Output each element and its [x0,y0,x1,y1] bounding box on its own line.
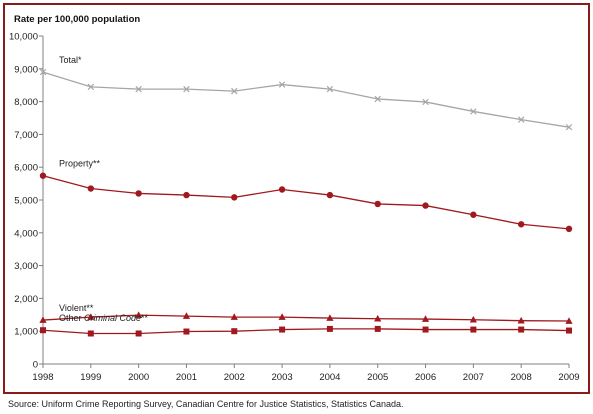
series-line [42,314,570,322]
data-point [183,191,190,199]
data-point [231,328,238,335]
series-label: Total* [59,55,82,65]
data-point [230,313,238,320]
data-point [326,191,334,199]
data-point [565,123,573,131]
data-point [422,98,429,106]
series-line [42,328,570,335]
series-0: Total* [39,55,573,131]
data-point [279,326,286,333]
x-tick-label: 2003 [272,372,293,383]
x-tick-label: 2006 [415,372,436,383]
data-point [40,327,46,334]
data-point [469,315,477,323]
data-point [517,116,525,123]
data-point [374,314,382,322]
x-tick-label: 1999 [80,372,101,383]
series-label: Property** [59,159,101,169]
data-point [565,225,573,233]
data-point [39,172,47,179]
data-point [278,81,286,88]
x-tick-label: 2002 [224,372,245,383]
y-tick-label: 5,000 [14,196,38,207]
y-axis: 0 1,000 2,000 3,000 4,000 5,000 6,000 7,000 8,00… [9,32,44,371]
y-tick-label: 6,000 [14,163,38,174]
data-point [39,316,47,323]
data-point [517,316,525,324]
data-point [135,311,143,318]
x-tick-label: 2008 [511,372,532,383]
data-point [183,328,190,335]
data-point [182,312,191,319]
data-point [135,85,142,93]
series-label: Violent** [59,303,94,313]
data-point [135,330,142,337]
data-point [374,325,381,332]
data-point [421,315,430,322]
data-point [470,211,477,218]
x-tick-label: 2004 [319,372,340,383]
data-point [566,327,572,334]
x-tick-label: 1998 [32,372,53,383]
data-point [231,194,238,201]
data-point [87,313,95,320]
x-tick-label: 2005 [367,372,388,383]
x-tick-label: 2007 [463,372,484,383]
data-point [470,108,477,115]
data-point [326,325,333,332]
data-point [422,202,429,209]
data-point [518,326,525,333]
y-tick-label: 1,000 [14,327,38,338]
data-point [517,221,525,228]
y-tick-label: 3,000 [14,261,38,272]
data-point [135,190,142,197]
data-point [565,317,573,324]
data-point [183,85,190,93]
series-2: Violent** [39,303,573,324]
series-line [42,71,570,128]
series-label: Other Criminal Code** [59,313,149,323]
data-point [470,326,477,333]
data-point [231,87,238,95]
data-point [39,68,47,76]
data-point [326,85,334,93]
y-tick-label: 10,000 [9,32,38,43]
y-tick-label: 4,000 [14,228,38,239]
x-axis: 1998 1999 2000 2001 2002 2003 2004 2005 2006 2007… [32,363,580,383]
y-tick-label: 9,000 [14,64,38,75]
data-point [326,314,334,321]
source-note: Source: Uniform Crime Reporting Survey, … [8,399,404,409]
x-tick-label: 2001 [176,372,197,383]
data-point [87,83,95,91]
y-tick-label: 7,000 [14,130,38,141]
data-point [374,95,381,103]
data-point [422,326,429,333]
data-point [374,200,381,208]
data-point [278,186,286,193]
y-tick-label: 2,000 [14,294,38,305]
y-tick-label: 8,000 [14,97,38,108]
data-point [87,185,95,192]
x-tick-label: 2009 [558,372,579,383]
y-tick-label: 0 [33,360,38,371]
data-point [87,330,94,337]
series-layer: Total* Property** Violent**Other Criminal … [39,55,573,337]
series-1: Property** [39,159,573,233]
series-3: Other Criminal Code** [40,313,572,337]
chart-frame: Rate per 100,000 population 0 1,000 2,000 3… [3,3,590,394]
line-chart: Rate per 100,000 population 0 1,000 2,000 3… [9,14,580,383]
series-line [42,175,570,230]
y-axis-title: Rate per 100,000 population [14,14,140,25]
data-point [278,313,286,320]
x-tick-label: 2000 [128,372,149,383]
